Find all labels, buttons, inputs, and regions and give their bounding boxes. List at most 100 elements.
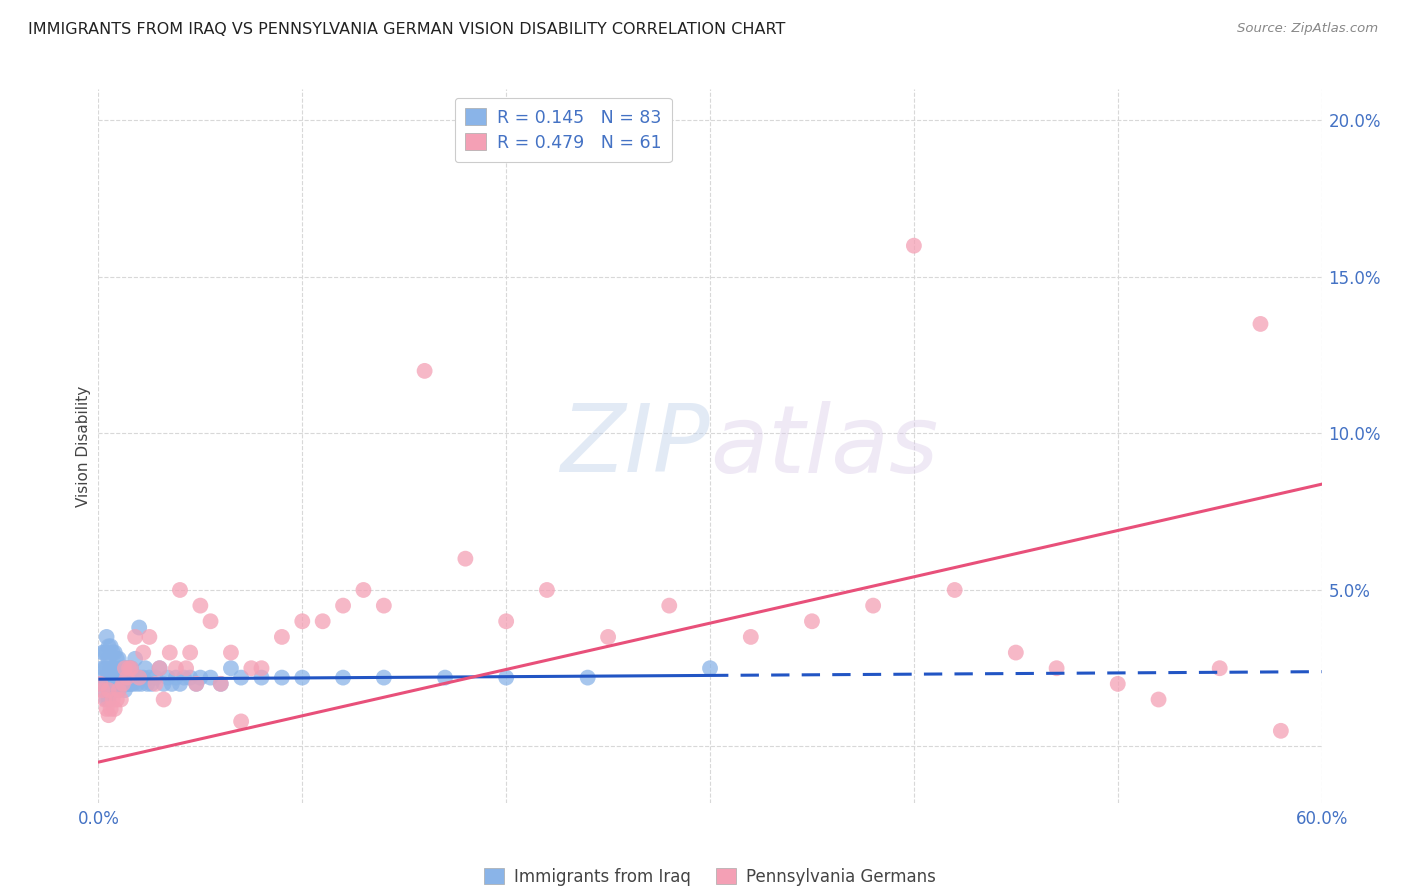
Point [114,661,136,675]
Point [118,677,141,691]
Text: ZIP: ZIP [561,401,710,491]
Point [174,661,197,675]
Point [104,646,127,660]
Point [134,661,156,675]
Point [188,599,212,613]
Point [104,702,127,716]
Point [115,671,138,685]
Point [122,677,145,691]
Point [108,683,131,698]
Point [179,646,201,660]
Point [136,677,159,691]
Point [536,582,558,597]
Point [124,671,146,685]
Point [699,661,721,675]
Point [454,551,477,566]
Point [132,646,155,660]
Point [118,661,141,675]
Point [576,671,599,685]
Point [124,630,146,644]
Point [352,582,374,597]
Point [160,677,183,691]
Point [145,677,167,691]
Point [104,683,127,698]
Point [91,677,114,691]
Y-axis label: Vision Disability: Vision Disability [76,385,91,507]
Point [96,692,118,706]
Point [115,661,138,675]
Point [291,614,314,628]
Point [97,692,120,706]
Point [100,671,122,685]
Point [97,683,120,698]
Point [169,582,191,597]
Point [105,677,128,691]
Point [156,671,179,685]
Point [100,702,122,716]
Point [943,582,966,597]
Point [97,683,120,698]
Point [128,671,150,685]
Point [1107,677,1129,691]
Point [96,702,118,716]
Point [152,677,174,691]
Point [138,630,160,644]
Point [801,614,824,628]
Point [93,692,115,706]
Point [114,683,136,698]
Point [332,599,354,613]
Point [93,683,115,698]
Point [200,614,222,628]
Point [97,708,120,723]
Point [1249,317,1271,331]
Point [110,661,132,675]
Point [100,640,122,654]
Point [91,683,114,698]
Point [101,683,124,698]
Point [240,661,263,675]
Point [270,671,294,685]
Point [97,671,120,685]
Point [97,640,120,654]
Point [101,692,124,706]
Point [108,652,131,666]
Point [129,677,152,691]
Point [111,677,134,691]
Text: Source: ZipAtlas.com: Source: ZipAtlas.com [1237,22,1378,36]
Point [101,646,124,660]
Point [138,671,160,685]
Point [658,599,681,613]
Point [120,661,142,675]
Point [495,671,517,685]
Point [100,683,122,698]
Point [108,671,131,685]
Point [1004,646,1026,660]
Point [111,661,134,675]
Point [250,661,273,675]
Point [173,671,195,685]
Point [291,671,314,685]
Point [115,677,138,691]
Point [434,671,457,685]
Point [128,621,150,635]
Point [110,692,132,706]
Point [104,671,127,685]
Point [903,238,925,252]
Point [97,652,120,666]
Point [495,614,517,628]
Point [124,652,146,666]
Point [114,661,136,675]
Point [110,677,132,691]
Point [186,677,208,691]
Point [111,677,134,691]
Text: IMMIGRANTS FROM IRAQ VS PENNSYLVANIA GERMAN VISION DISABILITY CORRELATION CHART: IMMIGRANTS FROM IRAQ VS PENNSYLVANIA GER… [28,22,786,37]
Point [105,652,128,666]
Point [118,661,141,675]
Legend: Immigrants from Iraq, Pennsylvania Germans: Immigrants from Iraq, Pennsylvania Germa… [478,861,942,892]
Point [127,677,149,691]
Point [312,614,335,628]
Point [862,599,884,613]
Point [165,661,187,675]
Point [100,661,122,675]
Point [96,661,118,675]
